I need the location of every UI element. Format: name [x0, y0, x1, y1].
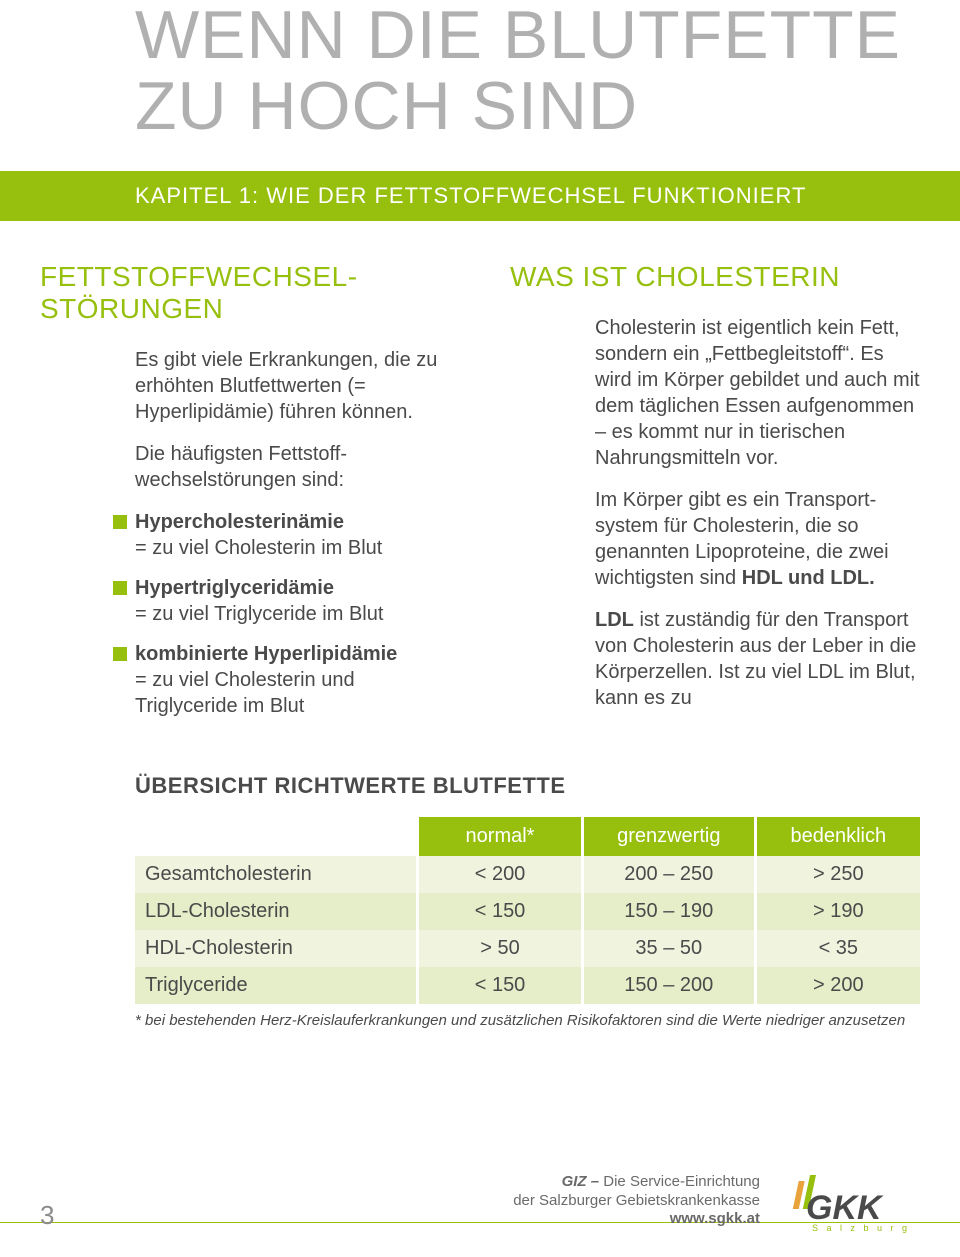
title-line1: WENN DIE BLUTFETTE	[135, 0, 901, 73]
left-body: Es gibt viele Erkrankungen, die zu erhöh…	[135, 347, 450, 493]
table-row: Gesamtcholesterin < 200 200 – 250 > 250	[135, 856, 920, 893]
page-footer: 3 GIZ – Die Service-Einrichtung der Salz…	[0, 1222, 960, 1231]
table-footnote: * bei bestehenden Herz-Kreislauferkranku…	[135, 1012, 920, 1031]
table-body: Gesamtcholesterin < 200 200 – 250 > 250 …	[135, 856, 920, 1004]
page-number: 3	[40, 1200, 54, 1231]
table-header-blank	[135, 817, 418, 856]
table-title: ÜBERSICHT RICHTWERTE BLUTFETTE	[135, 773, 920, 799]
page-title: WENN DIE BLUTFETTE ZU HOCH SIND	[135, 0, 960, 143]
table-section: ÜBERSICHT RICHTWERTE BLUTFETTE normal* g…	[135, 773, 920, 1031]
right-p1: Cholesterin ist eigentlich kein Fett, so…	[595, 315, 920, 471]
table-row: Triglyceride < 150 150 – 200 > 200	[135, 967, 920, 1004]
table-row: LDL-Cholesterin < 150 150 – 190 > 190	[135, 893, 920, 930]
table-header: normal*	[418, 817, 583, 856]
disorder-list: Hypercholesterinämie = zu viel Cholester…	[135, 509, 450, 719]
right-body: Cholesterin ist eigentlich kein Fett, so…	[595, 315, 920, 711]
table-header: grenzwertig	[582, 817, 755, 856]
left-p1: Es gibt viele Erkrankungen, die zu erhöh…	[135, 347, 450, 425]
gkk-logo: GKK S a l z b u r g	[780, 1175, 920, 1235]
list-item: kombinierte Hyperlipidämie = zu viel Cho…	[135, 641, 450, 719]
list-item: Hypercholesterinämie = zu viel Cholester…	[135, 509, 450, 561]
left-p2: Die häufigsten Fettstoff­wechselstörunge…	[135, 441, 450, 493]
list-item: Hypertriglyceridämie = zu viel Triglycer…	[135, 575, 450, 627]
column-left: FETTSTOFFWECHSEL- STÖRUNGEN Es gibt viel…	[40, 261, 450, 733]
right-p3: LDL ist zuständig für den Transport von …	[595, 607, 920, 711]
svg-text:GKK: GKK	[806, 1189, 884, 1227]
table-header: bedenklich	[755, 817, 920, 856]
left-heading: FETTSTOFFWECHSEL- STÖRUNGEN	[40, 261, 450, 325]
right-heading: WAS IST CHOLESTERIN	[510, 261, 920, 293]
footer-text: GIZ – Die Service-Einrichtung der Salzbu…	[513, 1173, 760, 1229]
column-right: WAS IST CHOLESTERIN Cholesterin ist eige…	[510, 261, 920, 733]
svg-text:S a l z b u r g: S a l z b u r g	[812, 1223, 910, 1233]
chapter-bar: KAPITEL 1: WIE DER FETTSTOFFWECHSEL FUNK…	[0, 171, 960, 221]
reference-table: normal* grenzwertig bedenklich Gesamtcho…	[135, 817, 920, 1004]
table-row: HDL-Cholesterin > 50 35 – 50 < 35	[135, 930, 920, 967]
right-p2: Im Körper gibt es ein Transport­system f…	[595, 487, 920, 591]
table-header-row: normal* grenzwertig bedenklich	[135, 817, 920, 856]
content-columns: FETTSTOFFWECHSEL- STÖRUNGEN Es gibt viel…	[0, 261, 960, 733]
title-line2: ZU HOCH SIND	[135, 68, 638, 144]
